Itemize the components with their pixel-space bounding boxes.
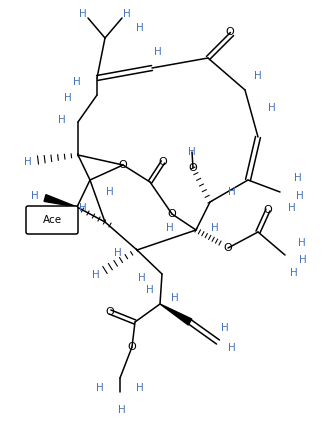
Text: O: O: [226, 27, 234, 37]
Text: O: O: [159, 157, 167, 167]
Text: H: H: [154, 47, 162, 57]
Text: H: H: [228, 343, 236, 353]
Text: H: H: [254, 71, 262, 81]
Text: H: H: [24, 157, 32, 167]
Text: H: H: [92, 270, 100, 280]
Text: H: H: [228, 187, 236, 197]
Text: O: O: [224, 243, 232, 253]
Text: H: H: [268, 103, 276, 113]
Text: H: H: [79, 203, 87, 213]
Text: O: O: [168, 209, 176, 219]
Text: O: O: [106, 307, 114, 317]
Text: H: H: [31, 191, 39, 201]
Text: H: H: [123, 9, 131, 19]
Text: H: H: [166, 223, 174, 233]
Text: H: H: [296, 191, 304, 201]
Text: H: H: [106, 187, 114, 197]
Text: H: H: [146, 285, 154, 295]
Polygon shape: [160, 304, 192, 325]
Text: O: O: [264, 205, 272, 215]
Text: O: O: [188, 163, 197, 173]
Text: H: H: [221, 323, 229, 333]
Text: O: O: [119, 160, 127, 170]
Text: H: H: [138, 273, 146, 283]
Text: Ace: Ace: [43, 215, 61, 225]
Text: H: H: [79, 9, 87, 19]
Text: O: O: [128, 342, 136, 352]
Text: H: H: [73, 77, 81, 87]
Text: H: H: [288, 203, 296, 213]
Text: H: H: [171, 293, 179, 303]
Text: H: H: [136, 23, 144, 33]
Text: H: H: [114, 248, 122, 258]
FancyBboxPatch shape: [26, 206, 78, 234]
Text: H: H: [290, 268, 298, 278]
Text: H: H: [294, 173, 302, 183]
Polygon shape: [44, 194, 77, 207]
Text: H: H: [118, 405, 126, 415]
Text: H: H: [64, 93, 72, 103]
Text: H: H: [298, 238, 306, 248]
Text: H: H: [211, 223, 219, 233]
Text: H: H: [299, 255, 307, 265]
Text: H: H: [188, 147, 196, 157]
Text: H: H: [96, 383, 104, 393]
Text: H: H: [58, 115, 66, 125]
Text: H: H: [136, 383, 144, 393]
